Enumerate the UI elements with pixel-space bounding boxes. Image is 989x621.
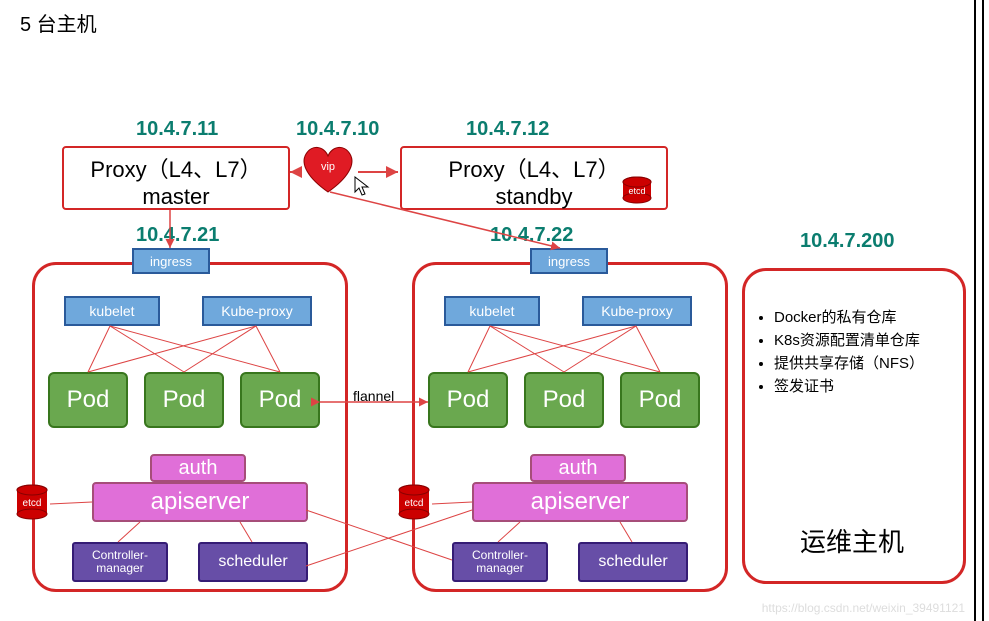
- node1-ingress: ingress: [132, 248, 210, 274]
- node1-pod: Pod: [48, 372, 128, 428]
- node1-kubelet: kubelet: [64, 296, 160, 326]
- node2-kubeproxy: Kube-proxy: [582, 296, 692, 326]
- node2-apiserver: apiserver: [472, 482, 688, 522]
- flannel-label: flannel: [353, 388, 394, 404]
- node1-auth: auth: [150, 454, 246, 482]
- proxy-master-line1: Proxy（L4、L7）: [64, 152, 288, 184]
- proxy-master-line2: master: [64, 184, 288, 210]
- node2-kubelet: kubelet: [444, 296, 540, 326]
- node1-apiserver: apiserver: [92, 482, 308, 522]
- node1-pod: Pod: [144, 372, 224, 428]
- node1-scheduler: scheduler: [198, 542, 308, 582]
- etcd-label: etcd: [628, 186, 645, 196]
- proxy-master-box: Proxy（L4、L7） master: [62, 146, 290, 210]
- node2-pod: Pod: [524, 372, 604, 428]
- etcd-icon: etcd: [396, 484, 432, 524]
- node1-controller-manager: Controller- manager: [72, 542, 168, 582]
- node2-ip: 10.4.7.22: [490, 224, 573, 247]
- etcd-label: etcd: [23, 498, 42, 509]
- node1-pod: Pod: [240, 372, 320, 428]
- node2-auth: auth: [530, 454, 626, 482]
- vip-label: vip: [321, 161, 335, 173]
- ops-item: 签发证书: [774, 375, 924, 396]
- ops-list: Docker的私有仓库 K8s资源配置清单仓库 提供共享存储（NFS） 签发证书: [774, 306, 924, 398]
- ops-item: Docker的私有仓库: [774, 306, 924, 327]
- ops-item: K8s资源配置清单仓库: [774, 329, 924, 350]
- node1-ip: 10.4.7.21: [136, 224, 219, 247]
- watermark: https://blog.csdn.net/weixin_39491121: [762, 601, 965, 615]
- proxy-standby-ip: 10.4.7.12: [466, 118, 549, 141]
- node2-pod: Pod: [428, 372, 508, 428]
- cursor-icon: [354, 176, 372, 198]
- node2-controller-manager: Controller- manager: [452, 542, 548, 582]
- heart-icon: vip: [298, 142, 358, 196]
- node2-scheduler: scheduler: [578, 542, 688, 582]
- etcd-label: etcd: [405, 498, 424, 509]
- border-line: [974, 0, 976, 621]
- etcd-icon: etcd: [14, 484, 50, 524]
- etcd-icon: etcd: [620, 176, 654, 206]
- ops-title: 运维主机: [800, 522, 904, 559]
- border-line: [982, 0, 984, 621]
- ops-item: 提供共享存储（NFS）: [774, 352, 924, 373]
- vip-ip: 10.4.7.10: [296, 118, 379, 141]
- proxy-master-ip: 10.4.7.11: [136, 118, 218, 141]
- node2-ingress: ingress: [530, 248, 608, 274]
- ops-ip: 10.4.7.200: [800, 230, 895, 253]
- node2-pod: Pod: [620, 372, 700, 428]
- page-title: 5 台主机: [20, 8, 97, 37]
- node1-kubeproxy: Kube-proxy: [202, 296, 312, 326]
